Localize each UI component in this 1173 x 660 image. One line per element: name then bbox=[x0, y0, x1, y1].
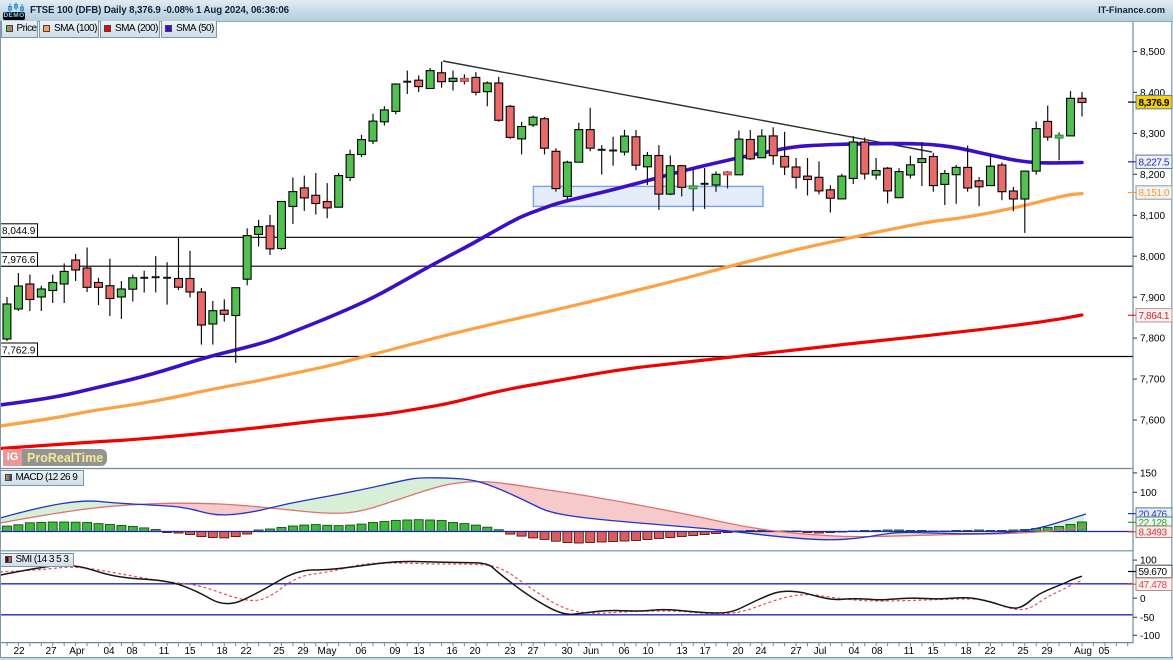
svg-text:15: 15 bbox=[184, 646, 196, 657]
svg-text:17: 17 bbox=[699, 646, 711, 657]
svg-text:10: 10 bbox=[642, 646, 654, 657]
svg-text:27: 27 bbox=[790, 646, 802, 657]
svg-text:27: 27 bbox=[527, 646, 539, 657]
svg-text:100: 100 bbox=[1140, 488, 1157, 499]
svg-text:8,227.5: 8,227.5 bbox=[1139, 158, 1170, 169]
svg-text:09: 09 bbox=[389, 646, 401, 657]
svg-text:13: 13 bbox=[676, 646, 688, 657]
svg-text:22: 22 bbox=[240, 646, 252, 657]
svg-text:7,976.6: 7,976.6 bbox=[2, 255, 36, 266]
svg-text:Apr: Apr bbox=[69, 646, 85, 657]
svg-text:15: 15 bbox=[927, 646, 939, 657]
svg-text:150: 150 bbox=[1140, 469, 1157, 480]
svg-text:8,200: 8,200 bbox=[1140, 170, 1165, 181]
svg-text:04: 04 bbox=[848, 646, 860, 657]
svg-text:04: 04 bbox=[103, 646, 115, 657]
svg-text:29: 29 bbox=[1041, 646, 1053, 657]
svg-text:7,762.9: 7,762.9 bbox=[2, 345, 36, 356]
svg-text:-100: -100 bbox=[1140, 631, 1160, 642]
svg-text:100: 100 bbox=[1140, 556, 1157, 567]
svg-text:Jun: Jun bbox=[583, 646, 599, 657]
svg-text:8,376.9: 8,376.9 bbox=[1139, 98, 1170, 109]
svg-text:7,800: 7,800 bbox=[1140, 334, 1165, 345]
svg-text:-50: -50 bbox=[1140, 613, 1155, 624]
svg-text:7,600: 7,600 bbox=[1140, 416, 1165, 427]
svg-text:08: 08 bbox=[126, 646, 138, 657]
svg-text:0: 0 bbox=[1140, 594, 1146, 605]
svg-text:27: 27 bbox=[45, 646, 57, 657]
svg-text:59.670: 59.670 bbox=[1139, 567, 1168, 578]
svg-text:22.128: 22.128 bbox=[1139, 518, 1168, 529]
svg-text:18: 18 bbox=[216, 646, 228, 657]
svg-text:8,400: 8,400 bbox=[1140, 88, 1165, 99]
svg-text:22: 22 bbox=[13, 646, 25, 657]
svg-text:May: May bbox=[318, 646, 337, 657]
svg-text:30: 30 bbox=[561, 646, 573, 657]
svg-text:11: 11 bbox=[904, 646, 915, 657]
svg-text:7,864.1: 7,864.1 bbox=[1139, 311, 1170, 322]
svg-text:8,500: 8,500 bbox=[1140, 47, 1165, 58]
svg-text:24: 24 bbox=[755, 646, 767, 657]
svg-text:06: 06 bbox=[355, 646, 367, 657]
svg-text:8,151.0: 8,151.0 bbox=[1139, 188, 1170, 199]
svg-text:20: 20 bbox=[469, 646, 481, 657]
svg-text:11: 11 bbox=[159, 646, 170, 657]
svg-text:8,100: 8,100 bbox=[1140, 211, 1165, 222]
svg-text:16: 16 bbox=[446, 646, 458, 657]
svg-text:7,900: 7,900 bbox=[1140, 293, 1165, 304]
svg-text:29: 29 bbox=[297, 646, 309, 657]
svg-text:06: 06 bbox=[618, 646, 630, 657]
svg-text:8,000: 8,000 bbox=[1140, 252, 1165, 263]
svg-text:8,300: 8,300 bbox=[1140, 129, 1165, 140]
svg-text:Aug: Aug bbox=[1074, 646, 1092, 657]
svg-text:20.476: 20.476 bbox=[1139, 509, 1168, 520]
svg-text:25: 25 bbox=[273, 646, 285, 657]
svg-text:08: 08 bbox=[871, 646, 883, 657]
svg-text:8.3493: 8.3493 bbox=[1139, 528, 1168, 539]
svg-text:7,700: 7,700 bbox=[1140, 375, 1165, 386]
svg-text:05: 05 bbox=[1098, 646, 1110, 657]
svg-text:8,044.9: 8,044.9 bbox=[2, 226, 36, 237]
svg-text:23: 23 bbox=[504, 646, 516, 657]
svg-text:13: 13 bbox=[413, 646, 425, 657]
svg-text:47.478: 47.478 bbox=[1139, 580, 1168, 591]
svg-text:18: 18 bbox=[960, 646, 972, 657]
svg-text:20: 20 bbox=[732, 646, 744, 657]
svg-text:22: 22 bbox=[984, 646, 996, 657]
svg-text:Jul: Jul bbox=[814, 646, 827, 657]
svg-text:25: 25 bbox=[1017, 646, 1029, 657]
